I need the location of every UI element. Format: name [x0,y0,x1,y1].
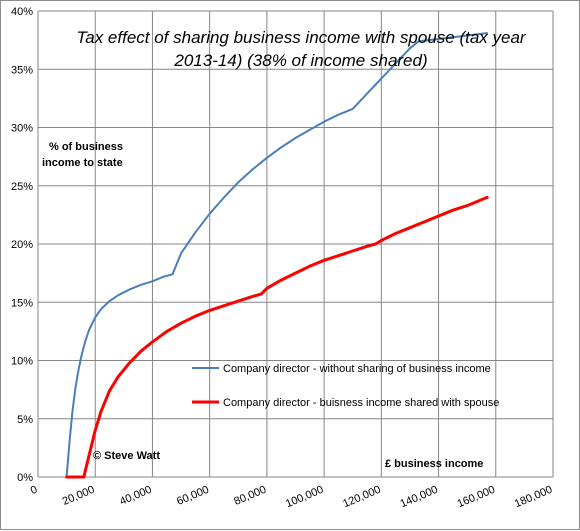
y-tick-labels: 0% 5% 10% 15% 20% 25% 30% 35% 40% [11,6,33,484]
y-tick-label: 5% [17,414,33,426]
series-line-without-sharing [65,32,489,478]
y-tick-label: 15% [11,297,33,309]
y-axis-label-line-2: income to state [42,157,123,169]
legend: Company director - without sharing of bu… [192,363,499,409]
series-line-shared-with-spouse [65,195,489,479]
legend-label-blue: Company director - without sharing of bu… [223,363,491,375]
x-tick-labels: 0 20,000 40,000 60,000 80,000 100,000 120,000 1… [29,484,554,511]
x-tick-label: 20,000 [61,484,97,508]
y-tick-label: 40% [11,6,33,18]
copyright-annotation: © Steve Watt [93,450,160,462]
legend-label-red: Company director - buisness income share… [223,397,499,409]
chart-title-line-1: Tax effect of sharing business income wi… [76,28,526,47]
y-tick-label: 10% [11,356,33,368]
x-tick-label: 100,000 [284,484,325,511]
x-tick-label: 120,000 [341,484,382,511]
y-axis-label-line-1: % of business [49,141,123,153]
x-tick-label: 0 [29,484,39,497]
axes [37,11,553,478]
x-tick-label: 140,000 [398,484,439,511]
x-tick-label: 180,000 [513,484,554,511]
series-lines [65,32,489,479]
y-tick-label: 0% [17,472,33,484]
gridlines [38,10,554,477]
y-tick-label: 30% [11,123,33,135]
y-tick-label: 25% [11,181,33,193]
x-axis-label: £ business income [385,458,483,470]
x-tick-label: 40,000 [118,484,154,508]
chart-title-line-2: 2013-14) (38% of income shared) [173,51,427,70]
y-tick-label: 35% [11,64,33,76]
x-tick-label: 160,000 [456,484,497,511]
x-tick-label: 60,000 [175,484,211,508]
x-tick-label: 80,000 [232,484,268,508]
y-tick-label: 20% [11,239,33,251]
